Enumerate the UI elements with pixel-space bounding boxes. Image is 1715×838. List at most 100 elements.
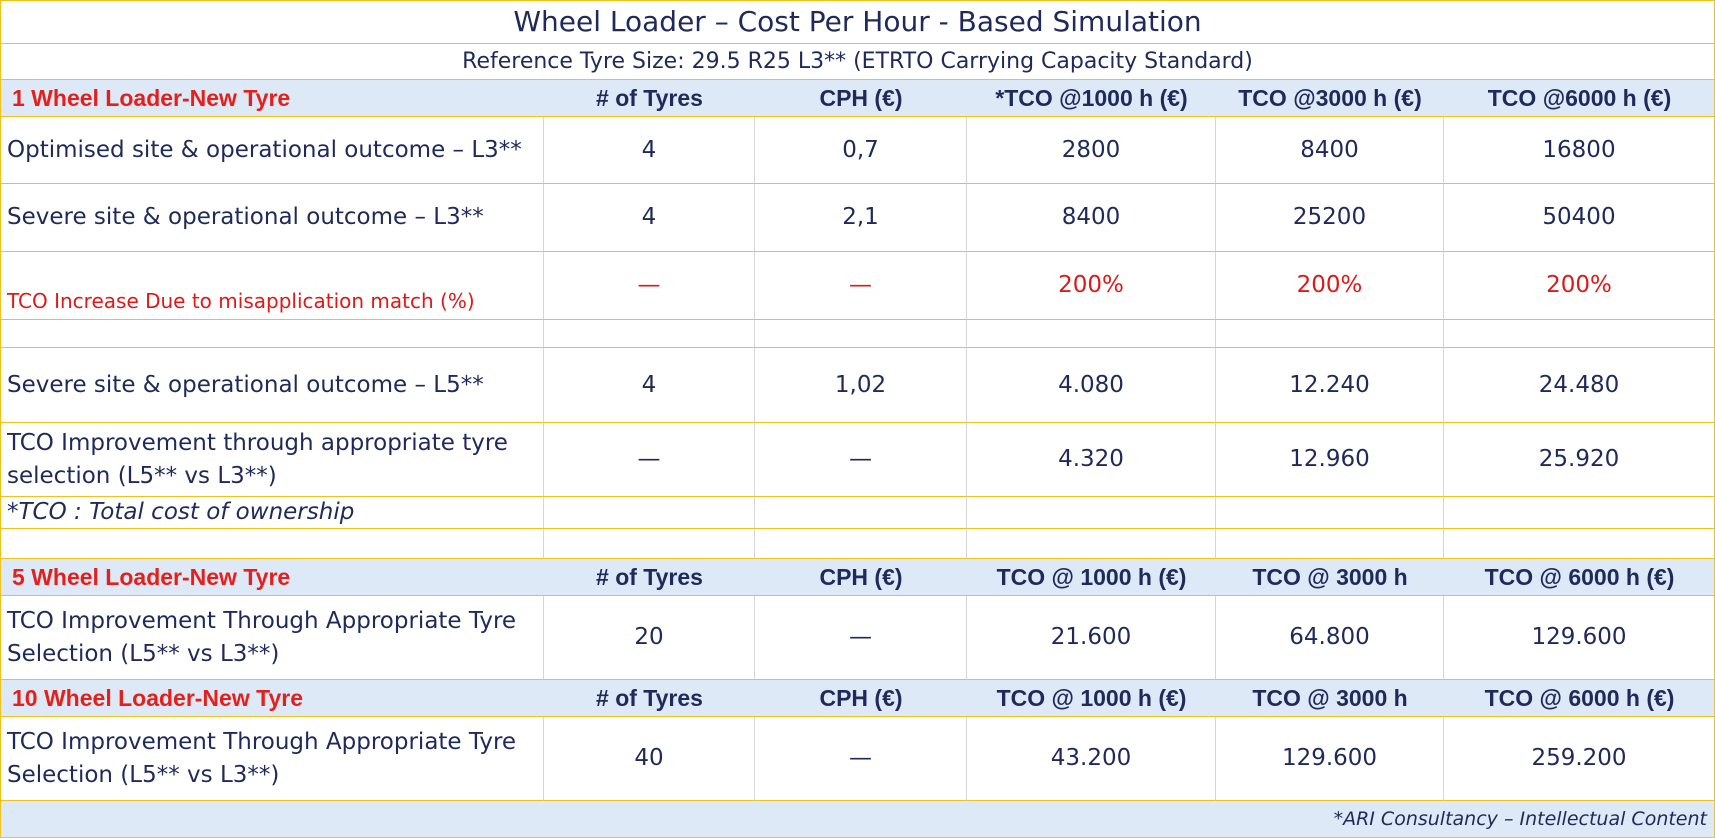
cell-text: 1,02 (834, 371, 887, 398)
cell-text: 259.200 (1531, 745, 1627, 772)
cell-text: 12.960 (1289, 446, 1370, 473)
table-cell: 2800 (967, 117, 1216, 184)
cell-text: TCO Improvement through appropriate tyre… (7, 429, 508, 489)
cell-text: 24.480 (1538, 371, 1620, 398)
table-cell: — (755, 596, 967, 680)
table-cell: 4.320 (967, 423, 1216, 497)
cell-text: — (849, 272, 872, 299)
cell-text: 4.080 (1058, 371, 1124, 398)
cell-text: 43.200 (1050, 745, 1132, 772)
cell-text: 4 (641, 204, 657, 231)
cell-text: TCO Increase Due to misapplication match… (7, 288, 475, 313)
cell-text: 129.600 (1281, 745, 1378, 772)
title-text: Wheel Loader – Cost Per Hour - Based Sim… (513, 4, 1202, 38)
cell-text: — (637, 272, 661, 299)
table-cell: 50400 (1444, 184, 1715, 252)
table-cell (544, 497, 755, 529)
cell-text: 64.800 (1289, 624, 1370, 651)
table-cell (967, 497, 1216, 529)
header-cell: CPH (€) (755, 559, 967, 596)
cell-text: 25200 (1292, 204, 1367, 231)
cell-text: 10 Wheel Loader-New Tyre (12, 684, 303, 711)
table-cell: 129.600 (1444, 596, 1715, 680)
table-cell (1216, 320, 1444, 348)
table-cell (544, 320, 755, 348)
header-cell: TCO @ 3000 h (1216, 680, 1444, 717)
cell-text: — (849, 745, 872, 772)
table-cell: 4 (544, 184, 755, 252)
cell-text: TCO Improvement Through Appropriate Tyre… (7, 728, 517, 788)
table-cell (1444, 320, 1715, 348)
cell-text: TCO @ 1000 h (€) (996, 684, 1187, 711)
cell-text: 50400 (1542, 204, 1616, 231)
table-cell: TCO Improvement Through Appropriate Tyre… (0, 717, 544, 801)
cell-text: 200% (1546, 272, 1612, 299)
table-cell: 21.600 (967, 596, 1216, 680)
cell-text: 4.320 (1058, 446, 1124, 473)
cell-text: # of Tyres (596, 563, 703, 590)
cell-text: TCO @3000 h (€) (1238, 84, 1422, 111)
header-cell: TCO @ 6000 h (€) (1444, 559, 1715, 596)
cell-text: 16800 (1542, 136, 1616, 163)
table-cell: TCO Improvement Through Appropriate Tyre… (0, 596, 544, 680)
cell-text: Optimised site & operational outcome – L… (7, 136, 522, 163)
cell-text: TCO @ 1000 h (€) (996, 563, 1187, 590)
cell-text: TCO @ 6000 h (€) (1484, 684, 1675, 711)
cell-text: 200% (1296, 272, 1363, 299)
header-cell: TCO @6000 h (€) (1444, 80, 1715, 117)
table-cell: 20 (544, 596, 755, 680)
cell-text: TCO @ 3000 h (1252, 684, 1408, 711)
table-cell: Optimised site & operational outcome – L… (0, 117, 544, 184)
table-cell: 259.200 (1444, 717, 1715, 801)
table-cell: 4 (544, 117, 755, 184)
table-cell: — (755, 423, 967, 497)
table-cell: 24.480 (1444, 348, 1715, 423)
table-cell (755, 497, 967, 529)
table-cell: 200% (1216, 252, 1444, 320)
table-cell: — (544, 252, 755, 320)
cell-text: *ARI Consultancy – Intellectual Content (1333, 807, 1707, 830)
cell-text: 129.600 (1531, 624, 1627, 651)
cell-text: Severe site & operational outcome – L5** (7, 371, 484, 398)
cell-text: — (637, 446, 661, 473)
cell-text: TCO @6000 h (€) (1487, 84, 1672, 111)
table-cell: 4.080 (967, 348, 1216, 423)
table-cell: 4 (544, 348, 755, 423)
table-cell (967, 320, 1216, 348)
table-cell: 25.920 (1444, 423, 1715, 497)
table-cell (0, 320, 544, 348)
cell-text: TCO Improvement Through Appropriate Tyre… (7, 607, 517, 667)
subtitle-text: Reference Tyre Size: 29.5 R25 L3** (ETRT… (462, 48, 1253, 74)
table-cell (1216, 497, 1444, 529)
table-cell: 12.960 (1216, 423, 1444, 497)
table-cell: *TCO : Total cost of ownership (0, 497, 544, 529)
cell-text: CPH (€) (819, 684, 903, 711)
table-cell (1444, 497, 1715, 529)
table-cell: 0,7 (755, 117, 967, 184)
cell-text: TCO @ 6000 h (€) (1484, 563, 1675, 590)
table-cell: 8400 (1216, 117, 1444, 184)
cell-text: CPH (€) (819, 84, 903, 111)
table-cell: 16800 (1444, 117, 1715, 184)
header-cell: TCO @ 1000 h (€) (967, 559, 1216, 596)
table-cell: 40 (544, 717, 755, 801)
header-cell: TCO @ 6000 h (€) (1444, 680, 1715, 717)
cell-text: 1 Wheel Loader-New Tyre (12, 84, 291, 111)
table-cell: 25200 (1216, 184, 1444, 252)
table-cell (967, 529, 1216, 559)
header-cell: 10 Wheel Loader-New Tyre (0, 680, 544, 717)
cell-text: — (849, 624, 872, 651)
cell-text: 8400 (1061, 204, 1121, 231)
cell-text: 25.920 (1538, 446, 1620, 473)
header-cell: 1 Wheel Loader-New Tyre (0, 80, 544, 117)
cell-text: 4 (641, 371, 657, 398)
table-cell: 129.600 (1216, 717, 1444, 801)
cell-text: 5 Wheel Loader-New Tyre (12, 563, 291, 590)
cell-text: 4 (641, 136, 657, 163)
table-cell: TCO Improvement through appropriate tyre… (0, 423, 544, 497)
table-cell: — (544, 423, 755, 497)
table-cell (755, 529, 967, 559)
header-cell: TCO @ 1000 h (€) (967, 680, 1216, 717)
cell-text: 12.240 (1289, 371, 1370, 398)
cell-text: # of Tyres (596, 84, 703, 111)
